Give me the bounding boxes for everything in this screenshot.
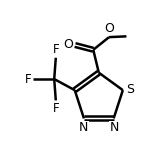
Text: O: O <box>104 22 114 35</box>
Text: S: S <box>126 83 134 96</box>
Text: F: F <box>25 73 31 86</box>
Text: O: O <box>63 38 73 51</box>
Text: F: F <box>52 102 59 115</box>
Text: N: N <box>110 121 119 134</box>
Text: F: F <box>52 43 59 56</box>
Text: N: N <box>79 121 88 134</box>
